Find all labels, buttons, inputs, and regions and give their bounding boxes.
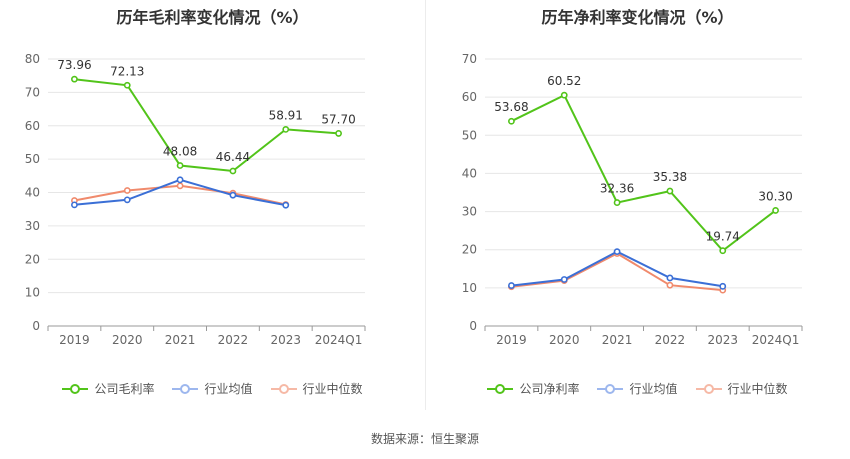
data-label: 57.70 bbox=[321, 112, 355, 126]
x-tick-label: 2024Q1 bbox=[315, 333, 363, 347]
data-label: 58.91 bbox=[269, 108, 303, 122]
data-point-industry-median bbox=[666, 281, 674, 289]
data-point-company bbox=[123, 81, 131, 89]
y-tick-label: 40 bbox=[462, 166, 477, 180]
y-tick-label: 40 bbox=[25, 186, 40, 200]
x-tick-label: 2023 bbox=[707, 333, 738, 347]
y-tick-label: 30 bbox=[462, 205, 477, 219]
legend-line-icon bbox=[695, 383, 722, 395]
x-tick-label: 2019 bbox=[59, 333, 90, 347]
series-line-industry-median bbox=[511, 252, 723, 292]
data-point-industry-avg bbox=[508, 282, 515, 289]
x-tick-label: 2021 bbox=[602, 333, 633, 347]
y-tick-label: 80 bbox=[25, 52, 40, 66]
data-point-industry-avg bbox=[666, 274, 674, 282]
legend-line-icon bbox=[487, 383, 514, 395]
x-tick-label: 2020 bbox=[112, 333, 143, 347]
data-point-industry-avg bbox=[719, 282, 727, 290]
y-tick-label: 50 bbox=[25, 152, 40, 166]
x-tick-label: 2024Q1 bbox=[752, 333, 800, 347]
series-line-company bbox=[510, 93, 777, 253]
data-point-industry-avg bbox=[282, 201, 290, 209]
data-point-industry-avg bbox=[123, 196, 131, 204]
y-tick-label: 10 bbox=[25, 286, 40, 300]
legend-label: 行业中位数 bbox=[727, 382, 788, 396]
data-point-company bbox=[176, 162, 184, 169]
data-point-industry-avg bbox=[613, 248, 621, 256]
y-tick-label: 20 bbox=[25, 252, 40, 266]
data-label: 60.52 bbox=[547, 74, 581, 88]
y-tick-label: 0 bbox=[32, 319, 40, 333]
legend-item-company[interactable]: 公司净利率 bbox=[487, 380, 579, 397]
data-point-company bbox=[335, 130, 342, 137]
data-point-industry-median bbox=[123, 187, 131, 194]
net-margin-chart-panel: 历年净利率变化情况（%） 0 10 20 30 40 50 60 70 2019 2020 2021… bbox=[425, 0, 850, 420]
chart-legend: 公司毛利率 行业均值 行业中位数 bbox=[0, 380, 425, 397]
x-tick-label: 2019 bbox=[496, 333, 527, 347]
legend-label: 行业均值 bbox=[629, 382, 678, 396]
legend-label: 公司毛利率 bbox=[94, 382, 155, 396]
data-label: 53.68 bbox=[494, 100, 528, 114]
x-tick-label: 2023 bbox=[270, 333, 301, 347]
x-tick-label: 2021 bbox=[165, 333, 196, 347]
y-tick-label: 60 bbox=[25, 119, 40, 133]
legend-label: 行业中位数 bbox=[302, 382, 363, 396]
data-point-company bbox=[282, 125, 290, 133]
data-point-company bbox=[71, 75, 78, 83]
legend-item-industry-avg[interactable]: 行业均值 bbox=[172, 380, 253, 397]
data-point-company bbox=[613, 199, 621, 206]
y-tick-label: 70 bbox=[25, 85, 40, 99]
y-tick-label: 20 bbox=[462, 243, 477, 257]
data-point-company bbox=[772, 207, 779, 214]
legend-item-industry-avg[interactable]: 行业均值 bbox=[597, 380, 678, 397]
y-tick-label: 0 bbox=[469, 319, 477, 333]
data-point-industry-avg bbox=[71, 201, 78, 209]
y-tick-label: 60 bbox=[462, 90, 477, 104]
series-line-company bbox=[74, 78, 339, 173]
data-label: 72.13 bbox=[110, 64, 144, 78]
legend-item-industry-median[interactable]: 行业中位数 bbox=[695, 380, 788, 397]
data-label: 19.74 bbox=[706, 230, 740, 244]
data-point-company bbox=[666, 187, 674, 195]
legend-line-icon bbox=[62, 383, 89, 395]
data-point-company bbox=[229, 167, 237, 175]
data-point-industry-avg bbox=[560, 276, 568, 283]
gross-margin-plot: 0 10 20 30 40 50 60 70 80 2019 2020 2021 2022 2023 202… bbox=[25, 52, 366, 347]
y-tick-label: 30 bbox=[25, 219, 40, 233]
panel-divider bbox=[425, 0, 426, 410]
legend-label: 公司净利率 bbox=[519, 382, 580, 396]
legend-line-icon bbox=[270, 383, 297, 395]
y-tick-label: 10 bbox=[462, 281, 477, 295]
data-label: 32.36 bbox=[600, 182, 634, 196]
data-label: 46.44 bbox=[216, 150, 250, 164]
data-point-company bbox=[719, 247, 727, 255]
data-label: 30.30 bbox=[758, 189, 792, 203]
legend-item-company[interactable]: 公司毛利率 bbox=[62, 380, 154, 397]
gross-margin-chart-panel: 历年毛利率变化情况（%） 0 10 20 30 40 50 60 70 80 2019 2020 20… bbox=[0, 0, 425, 420]
data-point-industry-avg bbox=[176, 176, 184, 184]
legend-item-industry-median[interactable]: 行业中位数 bbox=[270, 380, 363, 397]
data-label: 73.96 bbox=[57, 58, 91, 72]
data-point-company bbox=[508, 117, 515, 125]
net-margin-plot: 0 10 20 30 40 50 60 70 2019 2020 2021 2022 2023 2024Q… bbox=[462, 52, 803, 347]
legend-line-icon bbox=[597, 383, 624, 395]
chart-legend: 公司净利率 行业均值 行业中位数 bbox=[425, 380, 850, 397]
data-point-industry-avg bbox=[229, 191, 237, 199]
chart-title: 历年净利率变化情况（%） bbox=[541, 8, 734, 27]
chart-title: 历年毛利率变化情况（%） bbox=[116, 8, 309, 27]
y-tick-label: 50 bbox=[462, 128, 477, 142]
data-label: 35.38 bbox=[653, 170, 687, 184]
x-tick-label: 2020 bbox=[549, 333, 580, 347]
data-point-company bbox=[560, 91, 568, 99]
x-tick-label: 2022 bbox=[655, 333, 686, 347]
legend-line-icon bbox=[172, 383, 199, 395]
legend-label: 行业均值 bbox=[204, 382, 253, 396]
data-source-note: 数据来源：恒生聚源 bbox=[370, 432, 479, 446]
x-tick-label: 2022 bbox=[218, 333, 249, 347]
data-point-industry-median bbox=[176, 182, 184, 190]
data-label: 48.08 bbox=[163, 145, 197, 159]
y-tick-label: 70 bbox=[462, 52, 477, 66]
